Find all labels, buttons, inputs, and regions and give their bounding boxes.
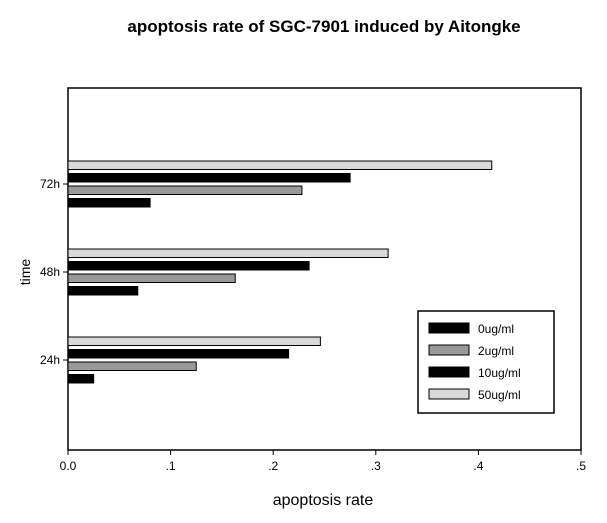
legend-label: 0ug/ml [478,322,514,336]
bar-72h-0ugml [67,198,151,208]
x-axis-label: apoptosis rate [273,492,374,509]
x-axis-ticks: 0.0 .1 .2 .3 .4 .5 [60,450,586,473]
legend-label: 10ug/ml [478,366,521,380]
x-tick-label: .5 [576,459,586,473]
y-tick-label: 48h [40,265,60,279]
bar-72h-10ugml [67,173,351,183]
y-axis-label: time [17,259,33,286]
bar-24h-50ugml [67,336,321,346]
bar-24h-0ugml [67,374,95,384]
bar-48h-2ugml [67,273,236,283]
legend-label: 50ug/ml [478,388,521,402]
bar-48h-50ugml [67,248,389,258]
legend-swatch [428,366,470,378]
bar-24h-2ugml [67,361,197,371]
y-tick-label: 24h [40,353,60,367]
bar-48h-0ugml [67,286,139,296]
x-tick-label: .4 [473,459,483,473]
y-axis-ticks: 24h 48h 72h [40,177,68,367]
bar-72h-50ugml [67,160,493,170]
legend-swatch [428,388,470,400]
y-tick-label: 72h [40,177,60,191]
bars-group [67,160,493,384]
legend-swatch [428,322,470,334]
chart-title: apoptosis rate of SGC-7901 induced by Ai… [127,17,520,36]
x-tick-label: 0.0 [60,459,77,473]
x-tick-label: .1 [166,459,176,473]
x-tick-label: .2 [268,459,278,473]
bar-48h-10ugml [67,261,310,271]
bar-72h-2ugml [67,185,303,195]
bar-24h-10ugml [67,349,290,359]
x-tick-label: .3 [371,459,381,473]
legend-label: 2ug/ml [478,344,514,358]
legend-swatch [428,344,470,356]
legend: 0ug/ml 2ug/ml 10ug/ml 50ug/ml [417,310,555,414]
